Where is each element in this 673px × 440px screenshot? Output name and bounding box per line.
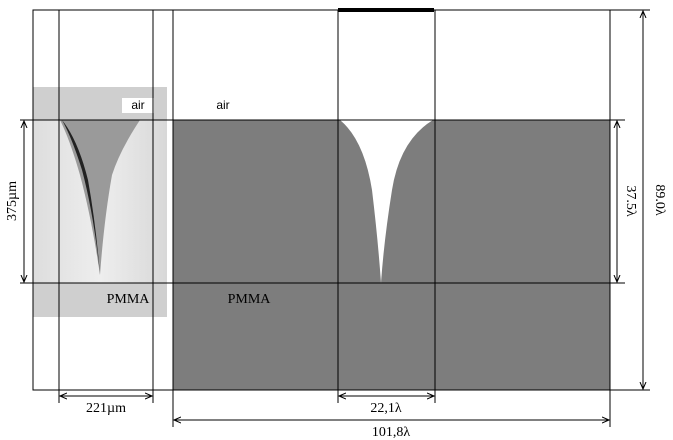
dimension-label: 37.5λ bbox=[623, 185, 638, 217]
dimension-label: 221µm bbox=[86, 401, 126, 416]
dimension-label: 89.0λ bbox=[652, 184, 667, 216]
region-label: PMMA bbox=[228, 292, 272, 307]
region-label: PMMA bbox=[107, 292, 151, 307]
dimension-label: 22,1λ bbox=[370, 401, 402, 416]
dimension-label: 101,8λ bbox=[372, 425, 411, 440]
figure: air air PMMA PMMA 375µm 221µm 37.5λ 89.0… bbox=[0, 0, 673, 440]
region-label: air bbox=[131, 98, 144, 112]
dimension-label: 375µm bbox=[5, 181, 20, 221]
region-label: air bbox=[216, 98, 229, 112]
